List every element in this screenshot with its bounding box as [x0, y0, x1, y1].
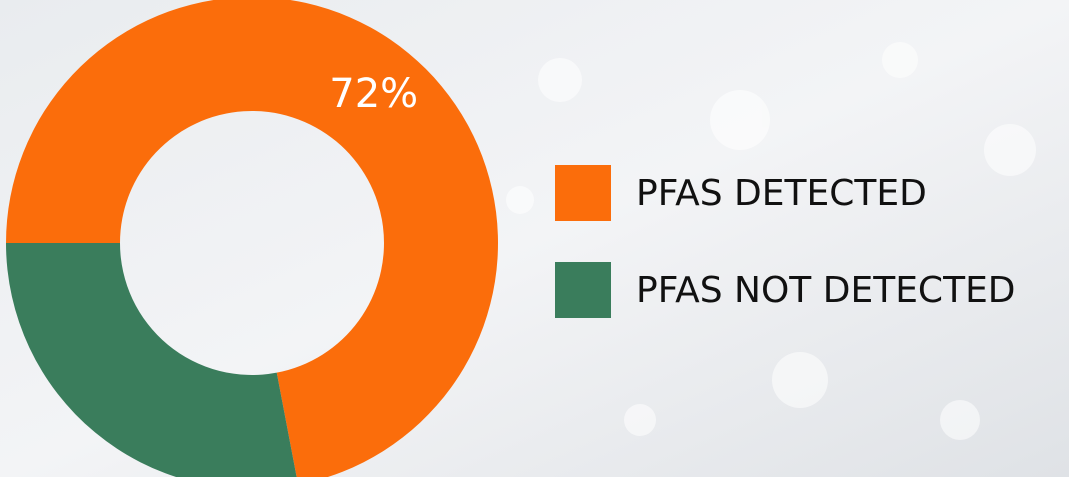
data-label: 72%	[329, 71, 418, 117]
water-drops	[506, 42, 1036, 440]
legend-label: PFAS DETECTED	[636, 173, 927, 214]
legend-label: PFAS NOT DETECTED	[636, 270, 1016, 311]
donut-segment	[6, 243, 297, 477]
legend-swatch	[555, 165, 611, 221]
donut-segment	[6, 0, 498, 477]
legend-swatch	[555, 262, 611, 318]
